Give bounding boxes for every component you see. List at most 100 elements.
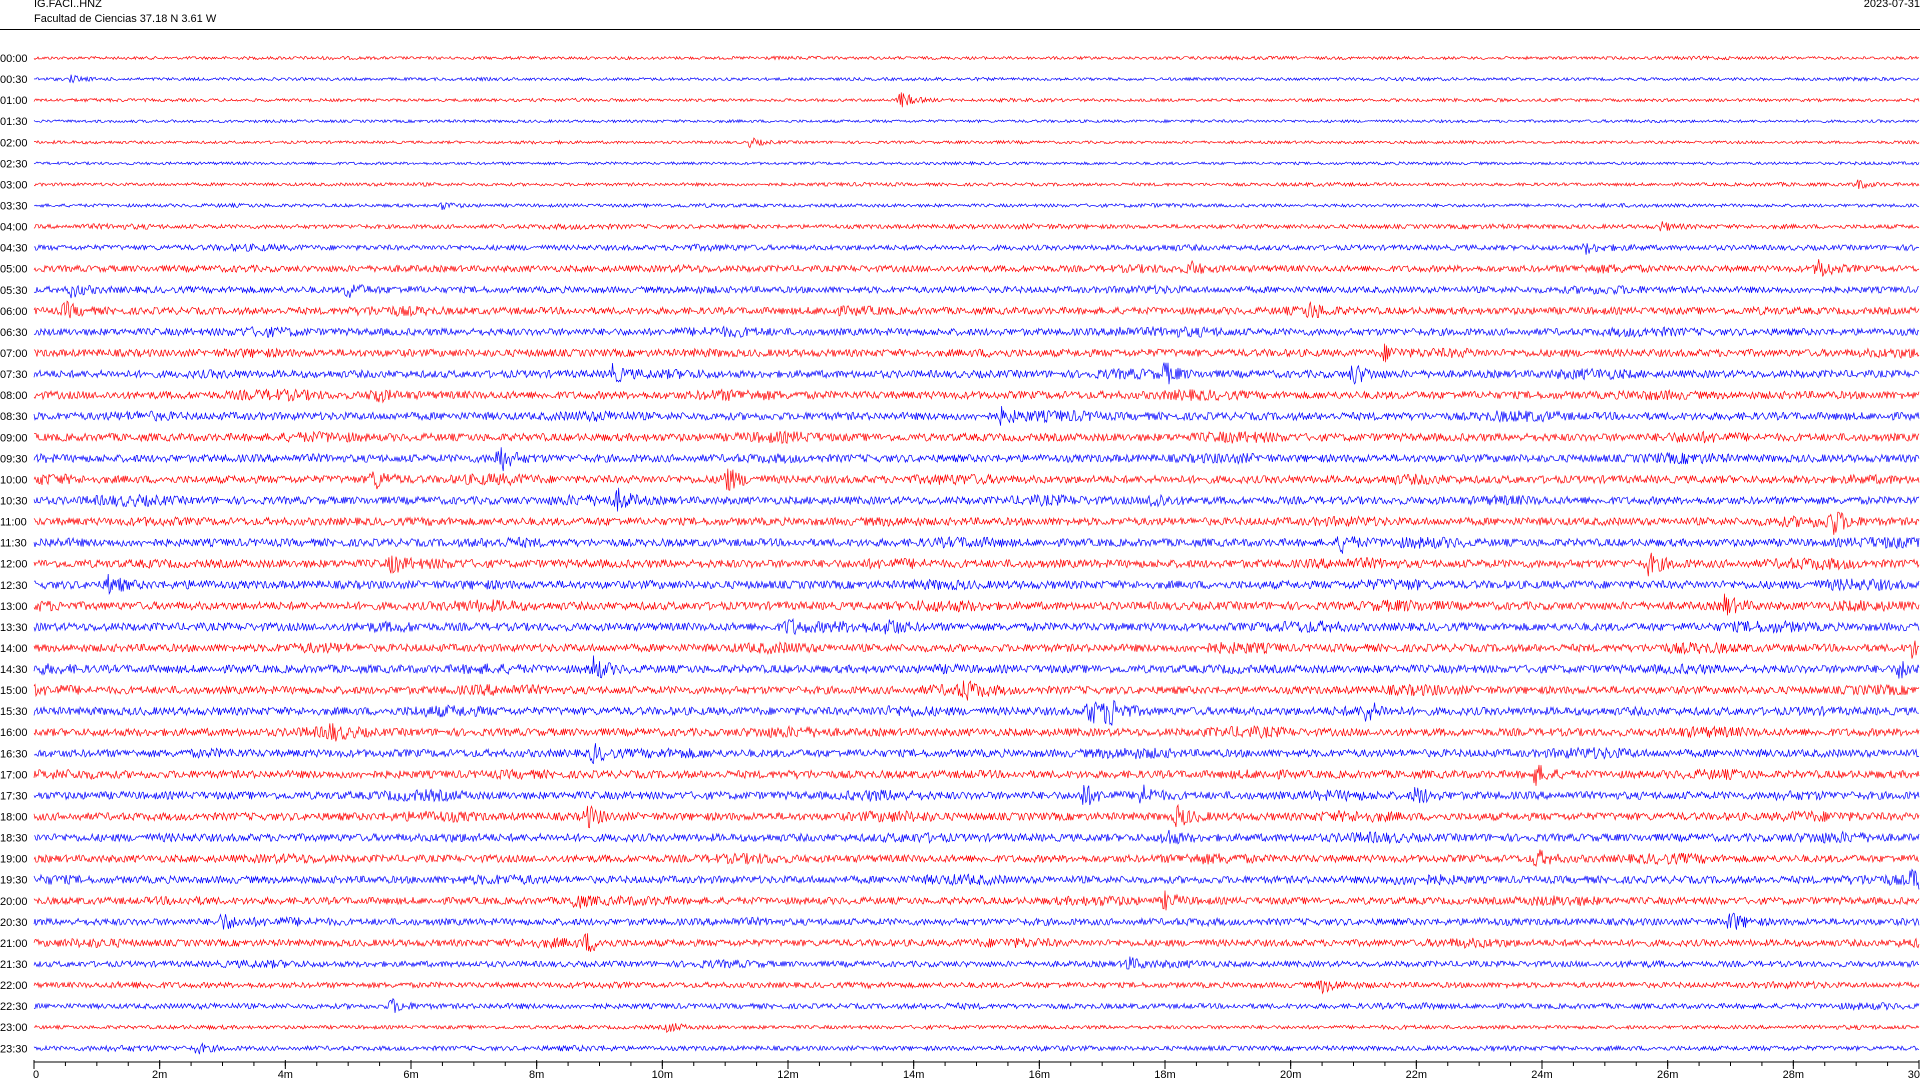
- row-label-1930: 19:30: [0, 875, 28, 887]
- row-label-1530: 15:30: [0, 706, 28, 718]
- trace-0200: [33, 137, 1920, 149]
- x-tick-label: 26m: [1657, 1069, 1678, 1080]
- row-label-1900: 19:00: [0, 854, 28, 866]
- trace-0630: [33, 325, 1920, 339]
- x-tick-label: 6m: [403, 1069, 418, 1080]
- row-label-1030: 10:30: [0, 495, 28, 507]
- row-label-1330: 13:30: [0, 622, 28, 634]
- trace-2030: [33, 912, 1920, 930]
- row-label-0300: 03:00: [0, 179, 28, 191]
- row-label-0530: 05:30: [0, 285, 28, 297]
- x-tick-label: 8m: [529, 1069, 544, 1080]
- trace-1000: [33, 468, 1920, 491]
- row-label-0030: 00:30: [0, 74, 28, 86]
- row-label-2130: 21:30: [0, 959, 28, 971]
- row-label-0130: 01:30: [0, 116, 28, 128]
- trace-0400: [33, 221, 1920, 232]
- station-description: Facultad de Ciencias 37.18 N 3.61 W: [34, 13, 217, 25]
- trace-0800: [33, 388, 1920, 404]
- header: IG.FACI..HNZ Facultad de Ciencias 37.18 …: [0, 0, 1920, 30]
- x-tick-label: 10m: [652, 1069, 673, 1080]
- x-tick-label: 28m: [1783, 1069, 1804, 1080]
- row-label-0800: 08:00: [0, 390, 28, 402]
- x-tick-label: 12m: [777, 1069, 798, 1080]
- trace-2000: [33, 890, 1920, 911]
- trace-2230: [33, 997, 1920, 1013]
- trace-0900: [33, 430, 1920, 445]
- trace-0230: [33, 160, 1920, 167]
- trace-1530: [33, 699, 1919, 726]
- trace-1200: [33, 552, 1920, 577]
- x-axis: 0 2m 4m 6m 8m 10m 12m 14m 16m 18m 20m 22m 24m 26m 28m 3…: [33, 1060, 1920, 1080]
- trace-1030: [33, 487, 1920, 512]
- row-label-0430: 04:30: [0, 243, 28, 255]
- trace-1130: [33, 536, 1920, 554]
- row-label-2100: 21:00: [0, 938, 28, 950]
- row-label-group: 00:00 00:30 01:00 01:30 02:00 02:30 03:00 03:30…: [0, 53, 28, 1055]
- trace-2100: [33, 933, 1920, 952]
- row-label-2330: 23:30: [0, 1043, 28, 1055]
- trace-1600: [33, 723, 1920, 742]
- x-tick-label: 30: [1908, 1069, 1920, 1080]
- row-label-0100: 01:00: [0, 95, 28, 107]
- trace-1630: [33, 743, 1920, 765]
- trace-group: [33, 55, 1920, 1055]
- trace-1400: [33, 640, 1920, 659]
- trace-1930: [33, 868, 1920, 890]
- row-label-1400: 14:00: [0, 643, 28, 655]
- row-label-0930: 09:30: [0, 453, 28, 465]
- row-label-1700: 17:00: [0, 769, 28, 781]
- trace-0000: [33, 55, 1920, 61]
- row-label-0330: 03:30: [0, 200, 28, 212]
- row-label-1000: 10:00: [0, 474, 28, 486]
- trace-2200: [33, 980, 1920, 995]
- row-label-1800: 18:00: [0, 812, 28, 824]
- row-label-1500: 15:00: [0, 685, 28, 697]
- trace-1800: [33, 803, 1920, 829]
- row-label-0500: 05:00: [0, 264, 28, 276]
- trace-1230: [33, 573, 1920, 595]
- x-tick-label: 22m: [1406, 1069, 1427, 1080]
- trace-1330: [33, 618, 1920, 636]
- trace-2300: [33, 1023, 1920, 1034]
- row-label-0900: 09:00: [0, 432, 28, 444]
- row-label-1200: 12:00: [0, 559, 28, 571]
- row-label-2030: 20:30: [0, 917, 28, 929]
- trace-1300: [33, 593, 1920, 616]
- row-label-1430: 14:30: [0, 664, 28, 676]
- trace-1500: [33, 680, 1920, 701]
- row-label-0400: 04:00: [0, 222, 28, 234]
- trace-0600: [33, 300, 1920, 319]
- row-label-1600: 16:00: [0, 727, 28, 739]
- row-label-0730: 07:30: [0, 369, 28, 381]
- header-divider: [0, 29, 1920, 30]
- row-label-1730: 17:30: [0, 790, 28, 802]
- trace-0430: [33, 242, 1920, 255]
- x-tick-label: 4m: [278, 1069, 293, 1080]
- x-tick-label: 14m: [903, 1069, 924, 1080]
- row-label-2000: 20:00: [0, 896, 28, 908]
- x-tick-label: 2m: [152, 1069, 167, 1080]
- row-label-1300: 13:00: [0, 601, 28, 613]
- row-label-0230: 02:30: [0, 158, 28, 170]
- x-tick-label: 20m: [1280, 1069, 1301, 1080]
- row-label-0000: 00:00: [0, 53, 28, 65]
- trace-0300: [33, 179, 1920, 190]
- trace-1700: [33, 764, 1920, 786]
- trace-1730: [33, 784, 1920, 806]
- x-tick-label: 24m: [1531, 1069, 1552, 1080]
- row-label-2230: 22:30: [0, 1001, 28, 1013]
- trace-0700: [33, 343, 1920, 363]
- row-label-1100: 11:00: [0, 517, 27, 529]
- trace-0330: [33, 201, 1920, 211]
- trace-0130: [33, 118, 1920, 124]
- x-tick-label: 16m: [1029, 1069, 1050, 1080]
- trace-1900: [33, 849, 1920, 868]
- row-label-0200: 02:00: [0, 137, 28, 149]
- trace-0030: [33, 74, 1920, 84]
- trace-0530: [33, 284, 1920, 299]
- trace-0830: [33, 405, 1920, 426]
- trace-0930: [33, 447, 1920, 472]
- date-label: 2023-07-31: [1863, 0, 1920, 10]
